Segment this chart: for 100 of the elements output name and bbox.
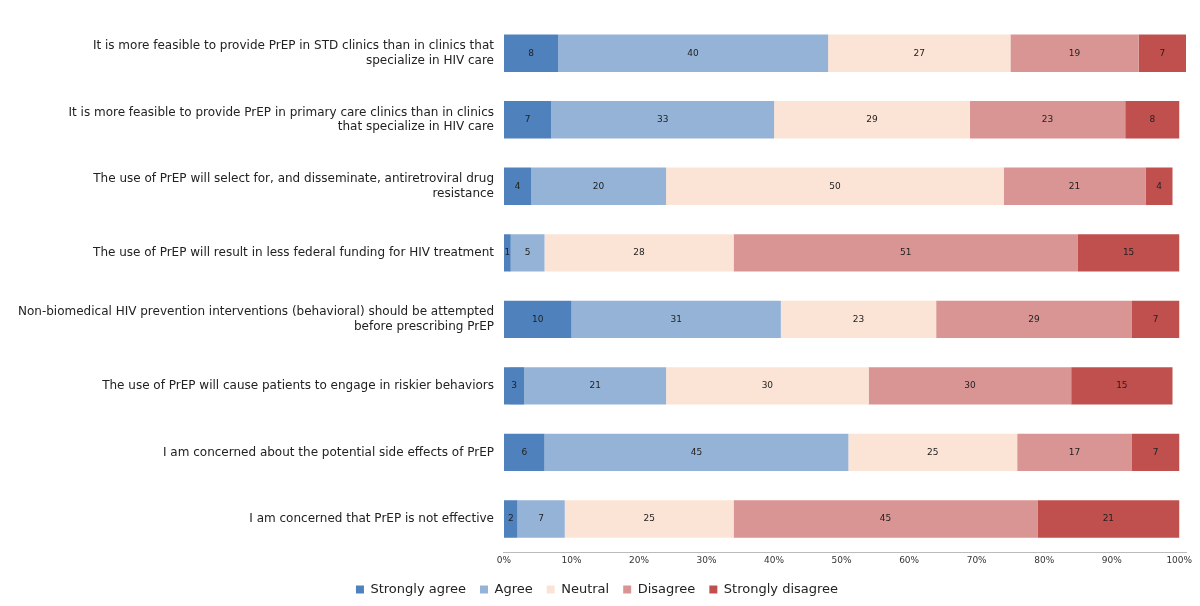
data-label: 30 xyxy=(761,380,774,391)
data-label: 21 xyxy=(1102,513,1115,524)
data-label: 27 xyxy=(913,47,925,58)
x-tick-label: 30% xyxy=(696,554,718,565)
x-tick-label: 70% xyxy=(966,554,988,565)
bar xyxy=(544,234,734,272)
data-label: 40 xyxy=(687,47,700,58)
data-label: 28 xyxy=(633,247,646,258)
bar xyxy=(504,433,545,472)
y-tick-label: The use of PrEP will select for, and disseminate, antiretroviral drug resistance xyxy=(92,171,494,200)
bar xyxy=(510,234,545,272)
bar xyxy=(1071,367,1173,405)
data-label: 29 xyxy=(1028,313,1041,324)
data-label: 29 xyxy=(866,114,879,125)
y-tick-label: It is more feasible to provide PrEP in STD clinics than in clinics that specialize in HIV care xyxy=(92,38,495,67)
bar xyxy=(1131,300,1180,339)
data-label: 8 xyxy=(1149,114,1156,125)
y-tick-label: I am concerned that PrEP is not effective xyxy=(249,511,494,526)
data-label: 15 xyxy=(1122,247,1135,258)
legend-label: Disagree xyxy=(637,580,696,596)
bar xyxy=(936,300,1132,339)
data-label: 51 xyxy=(900,247,912,258)
bar xyxy=(531,167,667,206)
x-tick-label: 80% xyxy=(1034,554,1055,565)
data-label: 15 xyxy=(1116,380,1128,391)
data-label: 17 xyxy=(1068,446,1081,457)
data-label: 30 xyxy=(964,380,976,391)
bar xyxy=(1131,433,1180,472)
bar xyxy=(848,433,1018,472)
bar xyxy=(544,433,849,472)
legend-label: Strongly agree xyxy=(370,580,467,596)
bar xyxy=(1010,34,1139,72)
data-label: 2 xyxy=(507,513,514,524)
x-tick-label: 60% xyxy=(899,554,920,565)
x-tick-label: 10% xyxy=(561,554,582,565)
data-label: 7 xyxy=(524,114,531,125)
data-label: 7 xyxy=(1159,47,1166,58)
bar xyxy=(774,101,970,139)
bar xyxy=(1077,234,1180,272)
data-label: 21 xyxy=(1068,180,1081,191)
data-label: 7 xyxy=(1152,313,1159,324)
bar xyxy=(504,101,552,139)
bar xyxy=(524,367,667,405)
legend-label: Strongly disagree xyxy=(723,580,839,596)
bar xyxy=(504,234,511,272)
data-label: 10 xyxy=(532,313,544,324)
data-label: 31 xyxy=(670,313,682,324)
bar xyxy=(1145,167,1173,206)
data-label: 45 xyxy=(690,446,703,457)
data-label: 4 xyxy=(1156,180,1163,191)
data-label: 5 xyxy=(524,247,531,258)
data-label: 1 xyxy=(504,247,511,258)
bar xyxy=(517,500,565,538)
data-label: 4 xyxy=(514,180,521,191)
data-label: 25 xyxy=(643,513,655,524)
y-tick-label: The use of PrEP will cause patients to engage in riskier behaviors xyxy=(101,378,494,393)
bar xyxy=(828,34,1011,72)
data-label: 8 xyxy=(528,47,535,58)
x-tick-label: 90% xyxy=(1101,554,1123,565)
bar xyxy=(1125,101,1180,139)
legend-label: Neutral xyxy=(561,580,610,596)
y-tick-label: I am concerned about the potential side effects of PrEP xyxy=(163,444,494,459)
bar xyxy=(504,300,572,339)
x-tick-label: 20% xyxy=(629,554,650,565)
bar xyxy=(1017,433,1132,472)
bar xyxy=(666,367,869,405)
bar xyxy=(733,500,1038,538)
bar xyxy=(868,367,1072,405)
bar xyxy=(504,500,518,538)
x-tick-label: 0% xyxy=(496,554,512,565)
data-label: 33 xyxy=(656,114,669,125)
data-label: 3 xyxy=(511,380,517,391)
x-tick-label: 100% xyxy=(1166,554,1193,565)
bar xyxy=(504,367,525,405)
x-tick-label: 40% xyxy=(764,554,785,565)
bar xyxy=(504,167,532,206)
data-label: 20 xyxy=(592,180,605,191)
legend-label: Agree xyxy=(494,580,533,596)
bar xyxy=(666,167,1004,206)
x-tick-label: 50% xyxy=(831,554,853,565)
bar xyxy=(733,234,1078,272)
bar xyxy=(1003,167,1146,206)
bar xyxy=(969,101,1126,139)
data-label: 7 xyxy=(538,513,544,524)
data-label: 19 xyxy=(1068,47,1081,58)
bar xyxy=(1138,34,1186,72)
bar xyxy=(1037,500,1180,538)
data-label: 25 xyxy=(927,446,939,457)
bar xyxy=(551,101,775,139)
data-label: 45 xyxy=(879,513,892,524)
data-label: 23 xyxy=(1041,114,1054,125)
data-label: 21 xyxy=(589,380,601,391)
y-tick-label: It is more feasible to provide PrEP in primary care clinics than in clinics that specialize in HIV care xyxy=(68,104,494,134)
bar xyxy=(780,300,937,339)
y-tick-label: Non-biomedical HIV prevention interventions (behavioral) should be attempted before prescribing PrEP xyxy=(18,304,494,333)
y-tick-label: The use of PrEP will result in less federal funding for HIV treatment xyxy=(92,244,495,259)
data-label: 50 xyxy=(829,180,841,191)
data-label: 7 xyxy=(1152,446,1159,457)
bar xyxy=(564,500,734,538)
data-label: 6 xyxy=(521,446,528,457)
